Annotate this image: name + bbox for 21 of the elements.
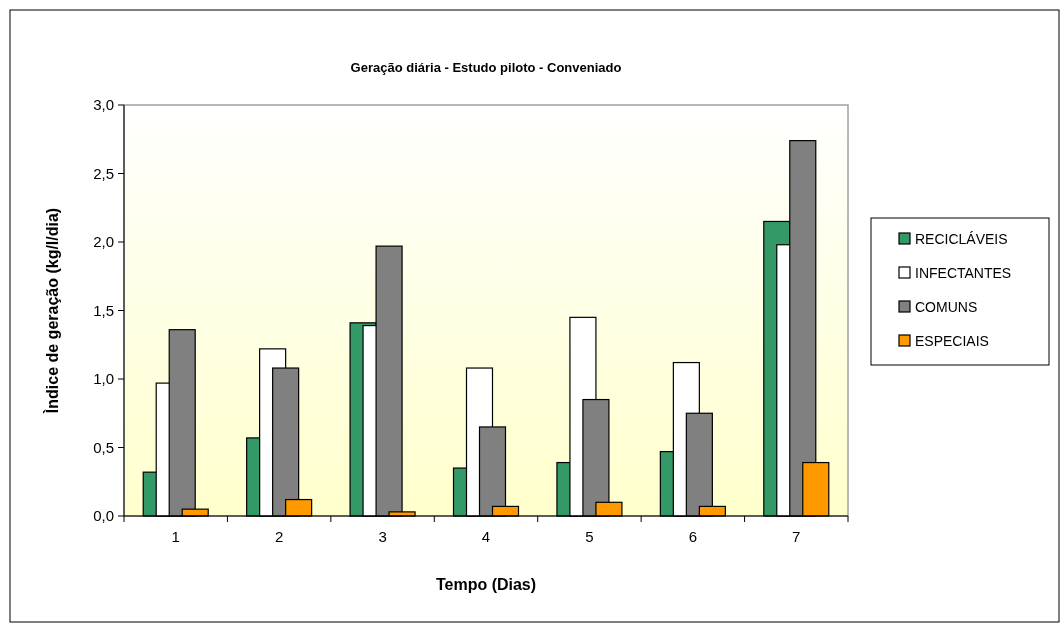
y-axis-title: Ìndice de geração (kg/l/dia) <box>43 207 61 415</box>
x-tick-label: 3 <box>378 528 387 545</box>
x-tick-label: 7 <box>792 528 801 545</box>
x-tick-label: 1 <box>171 528 180 545</box>
x-axis-title: Tempo (Dias) <box>435 576 537 593</box>
x-tick-label: 5 <box>585 528 594 545</box>
x-tick-label: 2 <box>274 528 284 545</box>
chart-title: Geração diária - Estudo piloto - Conveniado <box>350 60 622 75</box>
y-tick-label: 0,0 <box>93 507 114 525</box>
y-tick-label: 1,0 <box>93 370 114 388</box>
x-tick-label: 4 <box>481 528 491 545</box>
legend-label: COMUNS <box>915 298 978 315</box>
legend-label: ESPECIAIS <box>915 332 989 349</box>
y-tick-label: 2,5 <box>93 164 114 182</box>
legend-label: RECICLÁVEIS <box>915 230 1008 247</box>
y-tick-label: 3,0 <box>93 96 114 114</box>
y-tick-label: 2,0 <box>93 233 114 251</box>
y-tick-label: 0,5 <box>93 438 114 456</box>
y-tick-label: 1,5 <box>93 301 114 319</box>
legend-label: INFECTANTES <box>915 264 1012 281</box>
x-tick-label: 6 <box>688 528 698 545</box>
